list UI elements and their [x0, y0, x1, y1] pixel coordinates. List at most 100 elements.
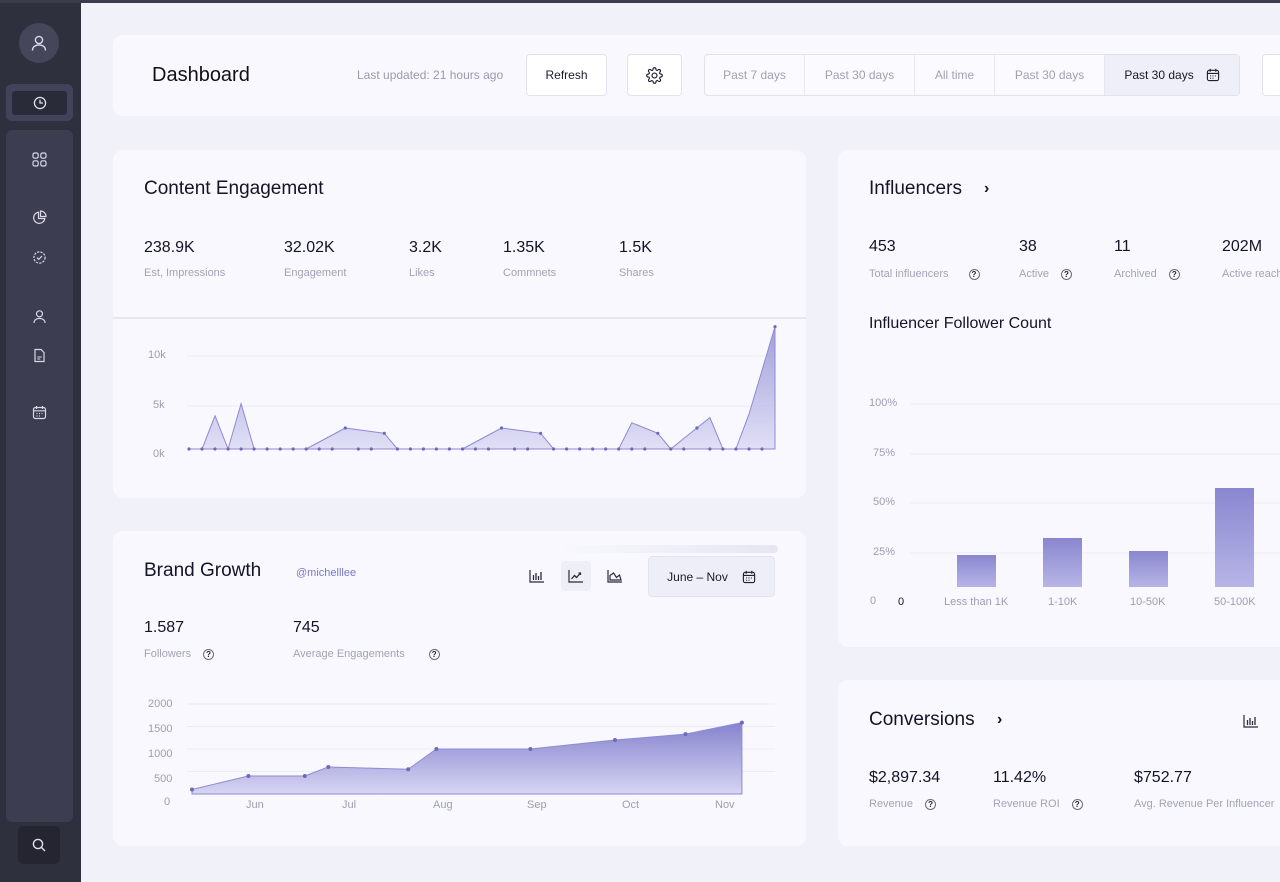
sidebar-item-badges[interactable]	[26, 244, 52, 270]
section-divider	[113, 317, 806, 319]
data-point	[447, 447, 451, 451]
data-point	[669, 447, 673, 451]
data-point	[760, 447, 764, 451]
data-point	[304, 447, 308, 451]
range-past-30-days[interactable]: Past 30 days	[805, 55, 915, 95]
content-engagement-card: Content Engagement 238.9K Est, Impressio…	[113, 150, 806, 498]
line-chart-toggle[interactable]	[561, 561, 591, 591]
bar-1-10k[interactable]	[1043, 537, 1082, 587]
revenue-label-text: Revenue	[869, 798, 914, 810]
calendar-icon	[1206, 68, 1219, 82]
bar-less-than-1k[interactable]	[957, 555, 996, 587]
revenue-value: $2,897.34	[869, 769, 941, 786]
revenue-roi-label-text: Revenue ROI	[993, 798, 1060, 810]
sidebar-avatar[interactable]	[19, 23, 59, 63]
brand-growth-chart	[187, 703, 775, 795]
data-point	[265, 447, 269, 451]
x-tick-label: Less than 1K	[944, 596, 1009, 608]
active-reach-label: Active reach	[1222, 268, 1280, 280]
header-extra-button[interactable]	[1262, 54, 1280, 96]
y-tick-5k: 5k	[153, 399, 165, 411]
help-icon[interactable]: ?	[1071, 798, 1083, 810]
data-point	[617, 447, 621, 451]
sidebar-item-profile[interactable]	[26, 303, 52, 329]
refresh-button[interactable]: Refresh	[526, 54, 607, 96]
account-handle[interactable]: @michelllee	[296, 567, 357, 579]
data-point	[408, 447, 412, 451]
data-point	[369, 447, 373, 451]
settings-button[interactable]	[627, 54, 682, 96]
sidebar-item-reports[interactable]	[26, 342, 52, 368]
data-point	[278, 447, 282, 451]
revenue-roi-value: 11.42%	[993, 769, 1047, 786]
x-tick-label: 1-10K	[1048, 596, 1078, 608]
data-point	[747, 447, 751, 451]
brand-date-range-button[interactable]: June – Nov	[648, 556, 775, 597]
y-tick-1500: 1500	[148, 723, 173, 735]
conversions-chart-toggle[interactable]	[1243, 714, 1259, 733]
bar-10-50k[interactable]	[1129, 551, 1168, 587]
data-point	[721, 447, 725, 451]
data-point	[326, 765, 331, 769]
sidebar-item-overview[interactable]	[6, 84, 73, 121]
data-point	[613, 738, 617, 742]
page-title: Dashboard	[152, 64, 250, 86]
archived-label: Archived?	[1114, 268, 1180, 280]
help-icon[interactable]: ?	[203, 648, 215, 660]
x-tick-sep: Sep	[527, 799, 547, 811]
bar-50-100k[interactable]	[1215, 488, 1254, 587]
data-point	[734, 447, 738, 451]
data-point	[291, 447, 295, 451]
data-point	[434, 747, 439, 751]
y-tick-500: 500	[154, 773, 173, 785]
gear-icon	[646, 66, 663, 84]
growth-area	[191, 721, 743, 795]
total-influencers-label: Total influencers?	[869, 268, 980, 280]
sidebar-search-button[interactable]	[18, 826, 60, 864]
x-tick-jun: Jun	[246, 799, 264, 811]
sidebar-item-apps[interactable]	[26, 146, 52, 172]
data-point	[656, 431, 660, 435]
range-past-30-days-alt[interactable]: Past 30 days	[995, 55, 1105, 95]
influencers-title[interactable]: Influencers	[869, 178, 962, 199]
help-icon[interactable]: ?	[968, 268, 980, 280]
conversions-card: Conversions › $2,897.34 Revenue? 11.42% …	[838, 680, 1280, 846]
stat-likes-value: 3.2K	[409, 239, 442, 256]
y-tick-50: 50%	[873, 496, 896, 508]
data-point	[565, 447, 569, 451]
x-tick-oct: Oct	[622, 799, 640, 811]
avg-engagements-value: 745	[293, 619, 320, 636]
brand-date-range-label: June – Nov	[667, 569, 728, 584]
help-icon[interactable]: ?	[925, 798, 937, 810]
data-point	[552, 447, 556, 451]
data-point	[604, 447, 608, 451]
help-icon[interactable]: ?	[1168, 268, 1180, 280]
bar-chart-toggle[interactable]	[522, 561, 552, 591]
data-point	[460, 447, 465, 451]
range-active[interactable]: Past 30 days	[1105, 55, 1239, 95]
total-influencers-value: 453	[869, 238, 896, 255]
header-bar: Dashboard Last updated: 21 hours ago Ref…	[113, 35, 1280, 116]
data-point	[406, 767, 411, 772]
chevron-right-icon[interactable]: ›	[997, 711, 1003, 728]
revenue-label: Revenue?	[869, 798, 937, 810]
help-icon[interactable]: ?	[1060, 268, 1072, 280]
data-point	[343, 426, 347, 430]
data-point	[226, 447, 230, 451]
sidebar-item-calendar[interactable]	[26, 399, 52, 425]
line-chart-icon	[568, 570, 583, 583]
x-tick-aug: Aug	[433, 799, 453, 811]
calendar-icon	[742, 570, 756, 583]
conversions-title[interactable]: Conversions	[869, 709, 975, 730]
range-past-7-days[interactable]: Past 7 days	[705, 55, 805, 95]
help-icon[interactable]: ?	[428, 648, 440, 660]
clock-icon	[33, 96, 46, 109]
data-point	[252, 447, 256, 451]
range-all-time[interactable]: All time	[915, 55, 995, 95]
chevron-right-icon[interactable]: ›	[984, 180, 990, 197]
data-point	[395, 447, 399, 451]
area-chart-toggle[interactable]	[600, 561, 630, 591]
sidebar	[0, 3, 81, 882]
data-point	[499, 426, 504, 430]
sidebar-item-analytics[interactable]	[26, 204, 52, 230]
